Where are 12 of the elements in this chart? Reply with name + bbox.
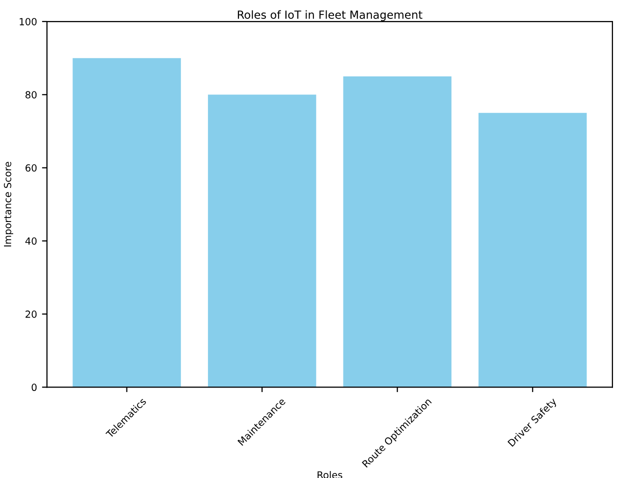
y-tick-label: 0 [32, 384, 37, 392]
bar [478, 112, 587, 388]
y-axis-title: Importance Score [4, 162, 14, 246]
bar [72, 58, 181, 388]
y-tick-label: 80 [26, 91, 37, 98]
chart-title: Roles of IoT in Fleet Management [238, 10, 422, 22]
y-tick-label: 20 [26, 310, 37, 318]
y-tick-label: 40 [25, 237, 37, 245]
y-tick-label: 60 [26, 164, 37, 172]
bar [208, 94, 316, 388]
bar [343, 76, 452, 388]
y-tick-label: 100 [20, 18, 37, 26]
